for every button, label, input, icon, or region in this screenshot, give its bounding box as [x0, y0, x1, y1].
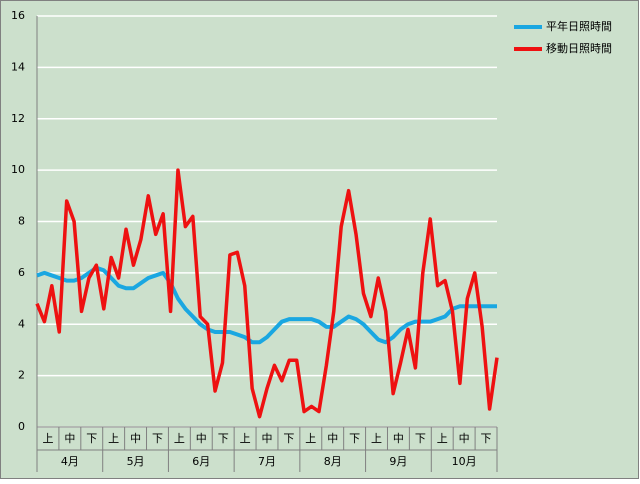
- x-tick-label: 下: [349, 432, 360, 445]
- x-tick-label: 下: [86, 432, 97, 445]
- x-tick-label: 中: [130, 432, 141, 445]
- x-tick-label: 上: [108, 432, 119, 445]
- y-tick-label: 6: [18, 266, 25, 279]
- x-tick-label: 中: [393, 432, 404, 445]
- x-tick-label: 中: [196, 432, 207, 445]
- x-tick-label: 中: [459, 432, 470, 445]
- x-tick-label: 上: [42, 432, 53, 445]
- x-group-label: 7月: [258, 455, 276, 468]
- y-tick-label: 0: [18, 420, 25, 433]
- legend-label: 移動日照時間: [546, 41, 612, 55]
- legend-label: 平年日照時間: [546, 19, 612, 33]
- x-tick-label: 上: [437, 432, 448, 445]
- x-group-label: 10月: [452, 455, 477, 468]
- x-tick-label: 下: [283, 432, 294, 445]
- x-group-label: 9月: [389, 455, 407, 468]
- y-tick-label: 10: [11, 163, 25, 176]
- x-tick-label: 中: [327, 432, 338, 445]
- y-tick-label: 4: [18, 317, 25, 330]
- x-group-label: 5月: [127, 455, 145, 468]
- x-group-label: 4月: [61, 455, 79, 468]
- x-tick-label: 上: [240, 432, 251, 445]
- y-tick-label: 8: [18, 215, 25, 228]
- y-tick-label: 12: [11, 112, 25, 125]
- x-tick-label: 中: [64, 432, 75, 445]
- x-tick-label: 上: [371, 432, 382, 445]
- y-tick-label: 2: [18, 369, 25, 382]
- x-tick-label: 上: [305, 432, 316, 445]
- x-tick-label: 下: [152, 432, 163, 445]
- y-tick-label: 16: [11, 9, 25, 22]
- x-tick-label: 下: [218, 432, 229, 445]
- x-tick-label: 下: [481, 432, 492, 445]
- y-tick-label: 14: [11, 60, 25, 73]
- x-group-label: 8月: [324, 455, 342, 468]
- x-tick-label: 下: [415, 432, 426, 445]
- x-group-label: 6月: [192, 455, 210, 468]
- series-line: [35, 168, 499, 419]
- x-tick-label: 上: [174, 432, 185, 445]
- x-tick-label: 中: [262, 432, 273, 445]
